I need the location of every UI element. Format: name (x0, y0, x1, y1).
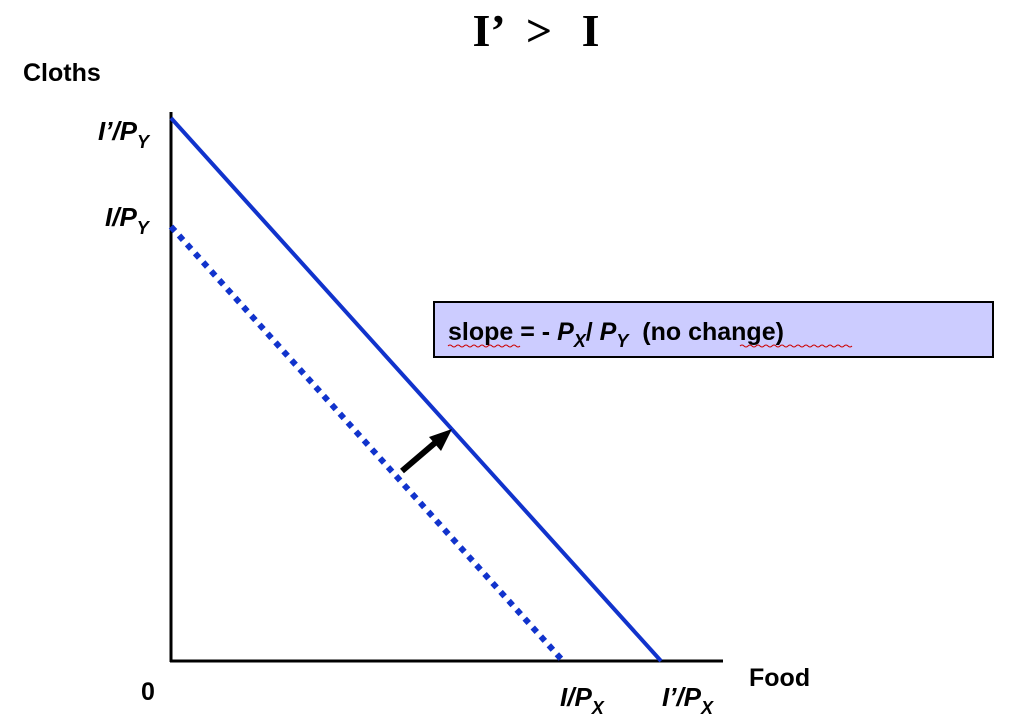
slope-callout-box (433, 301, 994, 358)
spellcheck-underline (739, 344, 853, 348)
x-tick-old-intercept: I/PX (560, 682, 605, 718)
title-operator: > (526, 5, 552, 56)
x-tick-new-intercept: I’/PX (662, 682, 714, 718)
shift-arrow-icon (400, 429, 452, 474)
y-tick-new-intercept: I’/PY (98, 116, 151, 152)
budget-line-new (169, 116, 663, 663)
origin-label: 0 (141, 678, 155, 706)
title-left: I’ (473, 5, 504, 56)
y-tick-old-intercept: I/PY (105, 202, 151, 238)
x-axis-title: Food (749, 664, 810, 692)
slope-callout-text: slope = - PX/ PY (no change) (448, 318, 784, 351)
title-right: I (582, 5, 600, 56)
spellcheck-underline (447, 344, 521, 348)
budget-line-old (168, 224, 566, 664)
y-axis-title: Cloths (23, 59, 101, 87)
slope-callout: slope = - PX/ PY (no change) (433, 301, 994, 358)
diagram-title: I’ > I (473, 5, 600, 56)
